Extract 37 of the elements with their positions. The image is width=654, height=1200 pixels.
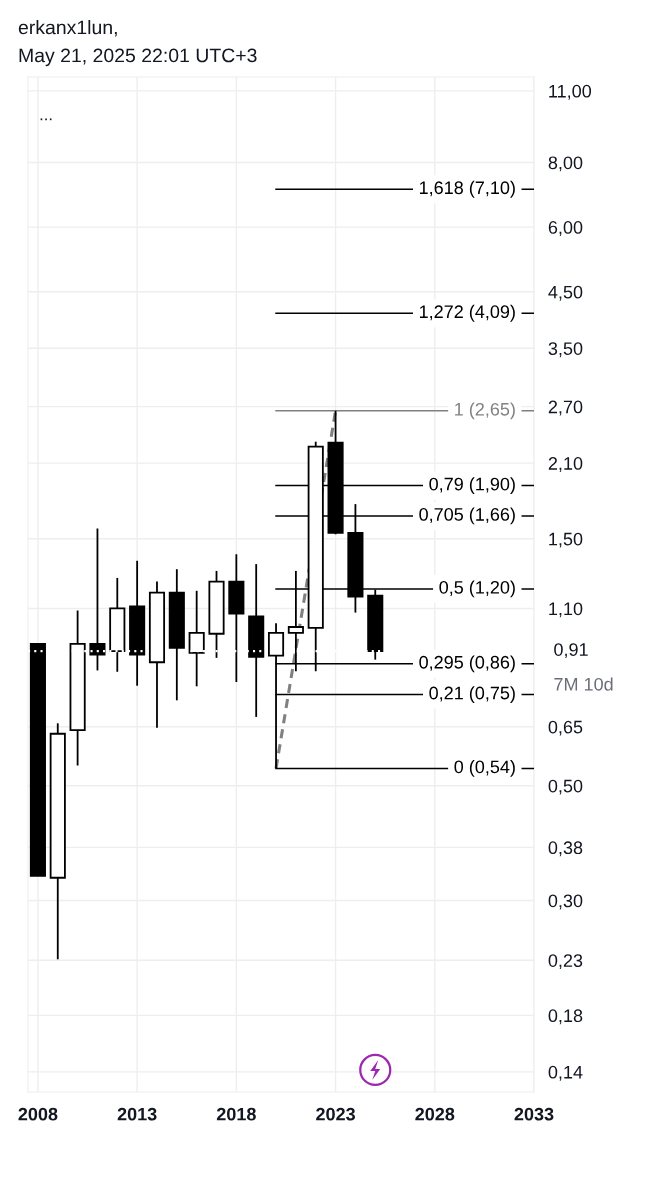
y-tick-label: 0,38: [548, 841, 583, 857]
x-tick-label: 2023: [316, 1107, 355, 1121]
ref-line-label: 0,21 (0,75): [429, 686, 515, 703]
y-tick-label: 0,14: [548, 1065, 583, 1081]
x-tick-label: 2008: [18, 1107, 58, 1121]
y-tick-label: 1,10: [549, 602, 583, 618]
y-tick-label: 3,50: [548, 342, 583, 358]
chart-title: erkanx1lun,: [18, 20, 117, 37]
ref-line-label: 0,79 (1,90): [429, 477, 515, 495]
y-tick-label: 2,10: [548, 457, 583, 472]
ref-line-label: 0,5 (1,20): [439, 580, 515, 598]
y-tick-label: 6,00: [548, 221, 583, 236]
y-tick-label: 0,30: [548, 894, 583, 910]
ref-line-label: 0,705 (1,66): [419, 507, 515, 525]
text: 7M 10d: [554, 677, 613, 691]
y-tick-label: 2,70: [548, 400, 583, 416]
ref-line-label: 1,272 (4,09): [419, 304, 515, 322]
y-tick-label: 11,00: [549, 84, 592, 100]
y-tick-label: 0,50: [548, 779, 583, 795]
ref-line-label: 0,91: [554, 643, 588, 659]
y-tick-label: 0,18: [548, 1009, 583, 1025]
ref-line-label: 0 (0,54): [454, 759, 515, 777]
ref-line-label: 1,618 (7,10): [419, 180, 515, 198]
x-tick-label: 2018: [216, 1107, 256, 1121]
ref-line-label: 1 (2,65): [455, 402, 515, 420]
y-tick-label: 1,50: [549, 532, 583, 548]
x-tick-label: 2028: [415, 1107, 455, 1121]
y-tick-label: 0,23: [548, 954, 583, 970]
annotation: ...: [40, 118, 52, 121]
y-tick-label: 0,65: [548, 720, 583, 736]
candlestick: [89, 527, 106, 672]
y-tick-label: 4,50: [548, 285, 583, 301]
y-tick-label: 8,00: [548, 156, 583, 172]
ref-line-label: 0,295 (0,86): [419, 655, 515, 673]
x-tick-label: 2033: [514, 1107, 554, 1121]
x-tick-label: 2013: [117, 1107, 157, 1121]
chart-subtitle: May 21, 2025 22:01 UTC+3: [19, 48, 257, 67]
